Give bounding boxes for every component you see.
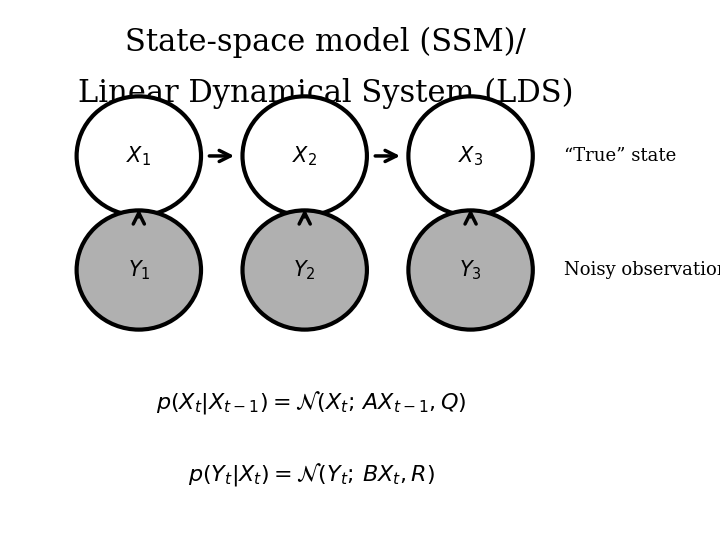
Text: $p(Y_t|X_t) = \mathcal{N}(Y_t;\, BX_t, R)$: $p(Y_t|X_t) = \mathcal{N}(Y_t;\, BX_t, R… bbox=[188, 461, 435, 488]
Ellipse shape bbox=[243, 211, 367, 329]
Text: State-space model (SSM)/: State-space model (SSM)/ bbox=[125, 26, 526, 58]
Ellipse shape bbox=[76, 211, 201, 329]
Text: $X_{2}$: $X_{2}$ bbox=[292, 144, 318, 168]
Ellipse shape bbox=[243, 96, 367, 215]
Text: Linear Dynamical System (LDS): Linear Dynamical System (LDS) bbox=[78, 78, 573, 110]
Text: $X_{1}$: $X_{1}$ bbox=[126, 144, 151, 168]
Text: $Y_{3}$: $Y_{3}$ bbox=[459, 258, 482, 282]
Text: “True” state: “True” state bbox=[564, 147, 676, 165]
Text: Noisy observations: Noisy observations bbox=[564, 261, 720, 279]
Text: $p(X_t|X_{t-1}) = \mathcal{N}(X_t;\, AX_{t-1}, Q)$: $p(X_t|X_{t-1}) = \mathcal{N}(X_t;\, AX_… bbox=[156, 389, 467, 416]
Ellipse shape bbox=[408, 211, 533, 329]
Ellipse shape bbox=[408, 96, 533, 215]
Text: $Y_{1}$: $Y_{1}$ bbox=[127, 258, 150, 282]
Text: $Y_{2}$: $Y_{2}$ bbox=[293, 258, 316, 282]
Ellipse shape bbox=[76, 96, 201, 215]
Text: $X_{3}$: $X_{3}$ bbox=[458, 144, 483, 168]
